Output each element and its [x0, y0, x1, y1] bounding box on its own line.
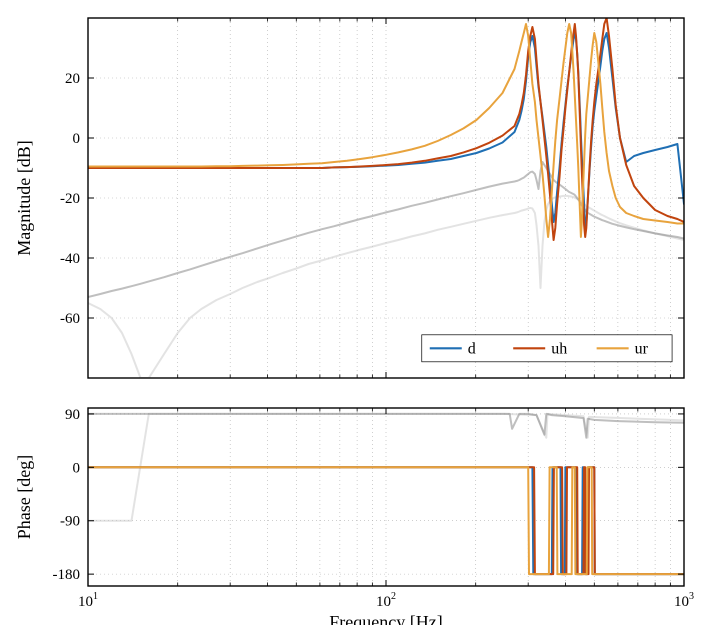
xlabel: Frequency [Hz] — [329, 612, 442, 625]
legend-label-ur: ur — [635, 340, 649, 357]
ylabel-phase: Phase [deg] — [14, 455, 34, 539]
legend-label-uh: uh — [551, 340, 567, 357]
svg-text:-90: -90 — [60, 514, 80, 530]
svg-text:0: 0 — [73, 460, 81, 476]
svg-text:0: 0 — [73, 131, 81, 147]
svg-text:103: 103 — [674, 591, 694, 610]
svg-text:102: 102 — [376, 591, 396, 610]
svg-text:-40: -40 — [60, 251, 80, 267]
svg-text:90: 90 — [65, 407, 80, 423]
legend-label-d: d — [468, 340, 476, 357]
ylabel-mag: Magnitude [dB] — [14, 140, 34, 255]
svg-text:-180: -180 — [53, 567, 81, 583]
svg-text:101: 101 — [78, 591, 98, 610]
svg-text:-20: -20 — [60, 191, 80, 207]
bode-figure: -60 -40 -20 0 20 Magnitude [dB] d uh ur -180 -90 0 9… — [0, 0, 703, 625]
svg-text:-60: -60 — [60, 311, 80, 327]
svg-text:20: 20 — [65, 71, 80, 87]
